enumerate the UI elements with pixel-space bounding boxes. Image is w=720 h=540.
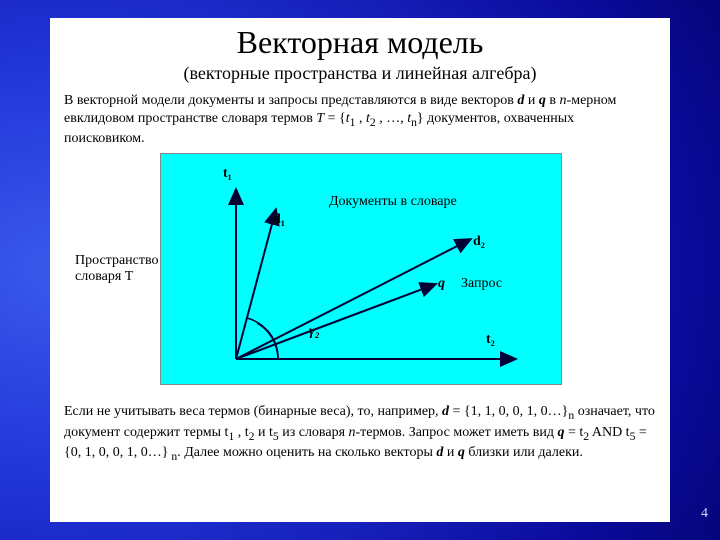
bp-3b: -термов. Запрос может иметь вид <box>356 425 558 440</box>
bp-6: близки или далеки. <box>465 445 583 460</box>
bp-q2: q <box>458 445 465 460</box>
tp-n: n <box>560 93 567 108</box>
label-d2: d₂ <box>473 234 485 250</box>
tp-eq: = { <box>324 111 346 126</box>
top-paragraph: В векторной модели документы и запросы п… <box>50 84 670 147</box>
diagram-container: Пространство словаря T <box>75 153 645 393</box>
bp-5: . Далее можно оценить на сколько векторы <box>177 445 436 460</box>
label-gamma2: γ₂ <box>309 324 320 340</box>
bp-q: q <box>558 425 565 440</box>
bp-2b: , t <box>234 425 248 440</box>
bp-and: и <box>443 445 458 460</box>
bp-3: из словаря <box>279 425 349 440</box>
tp-T: T <box>316 111 324 126</box>
tp-1: В векторной модели документы и запросы п… <box>64 93 517 108</box>
tp-sep1: , <box>355 111 366 126</box>
bp-sn2: n <box>168 450 177 463</box>
bp-eq: = {1, 1, 0, 0, 1, 0…} <box>449 404 568 419</box>
label-zapros: Запрос <box>461 276 502 292</box>
bp-1: Если не учитывать веса термов (бинарные … <box>64 404 442 419</box>
slide: Векторная модель (векторные пространства… <box>0 0 720 540</box>
vector-diagram: t₁ d₁ Документы в словаре d₂ γ₂ q Запрос… <box>160 153 562 385</box>
bp-2c: и t <box>254 425 272 440</box>
label-q: q <box>438 276 445 292</box>
content-box: Векторная модель (векторные пространства… <box>50 18 670 522</box>
tp-q: q <box>539 93 546 108</box>
bp-n: n <box>349 425 356 440</box>
subtitle: (векторные пространства и линейная алгеб… <box>50 63 670 84</box>
tp-and: и <box>524 93 539 108</box>
page-number: 4 <box>701 506 708 522</box>
title: Векторная модель <box>50 24 670 61</box>
label-t1: t₁ <box>223 166 232 182</box>
bottom-paragraph: Если не учитывать веса термов (бинарные … <box>50 393 670 464</box>
label-docs: Документы в словаре <box>329 194 457 210</box>
bp-4: = t <box>565 425 584 440</box>
bp-4b: AND t <box>589 425 629 440</box>
diagram-svg <box>161 154 561 384</box>
bp-d: d <box>442 404 449 419</box>
tp-in: в <box>546 93 560 108</box>
tp-sep2: , …, <box>376 111 408 126</box>
label-t2: t₂ <box>486 332 495 348</box>
label-d1: d₁ <box>273 212 285 228</box>
